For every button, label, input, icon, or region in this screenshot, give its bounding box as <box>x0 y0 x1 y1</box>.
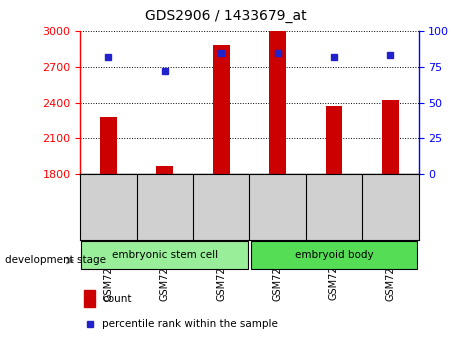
Bar <box>156 166 173 174</box>
Text: count: count <box>102 294 132 304</box>
Text: percentile rank within the sample: percentile rank within the sample <box>102 319 278 329</box>
Text: embryoid body: embryoid body <box>295 250 373 260</box>
Bar <box>100 117 117 174</box>
Bar <box>251 241 418 269</box>
Text: embryonic stem cell: embryonic stem cell <box>112 250 218 260</box>
Bar <box>382 100 399 174</box>
Bar <box>326 106 342 174</box>
Bar <box>213 46 230 174</box>
Text: development stage: development stage <box>5 256 106 265</box>
Bar <box>81 241 248 269</box>
Bar <box>83 290 96 307</box>
Text: GDS2906 / 1433679_at: GDS2906 / 1433679_at <box>145 9 306 23</box>
Bar <box>269 31 286 174</box>
